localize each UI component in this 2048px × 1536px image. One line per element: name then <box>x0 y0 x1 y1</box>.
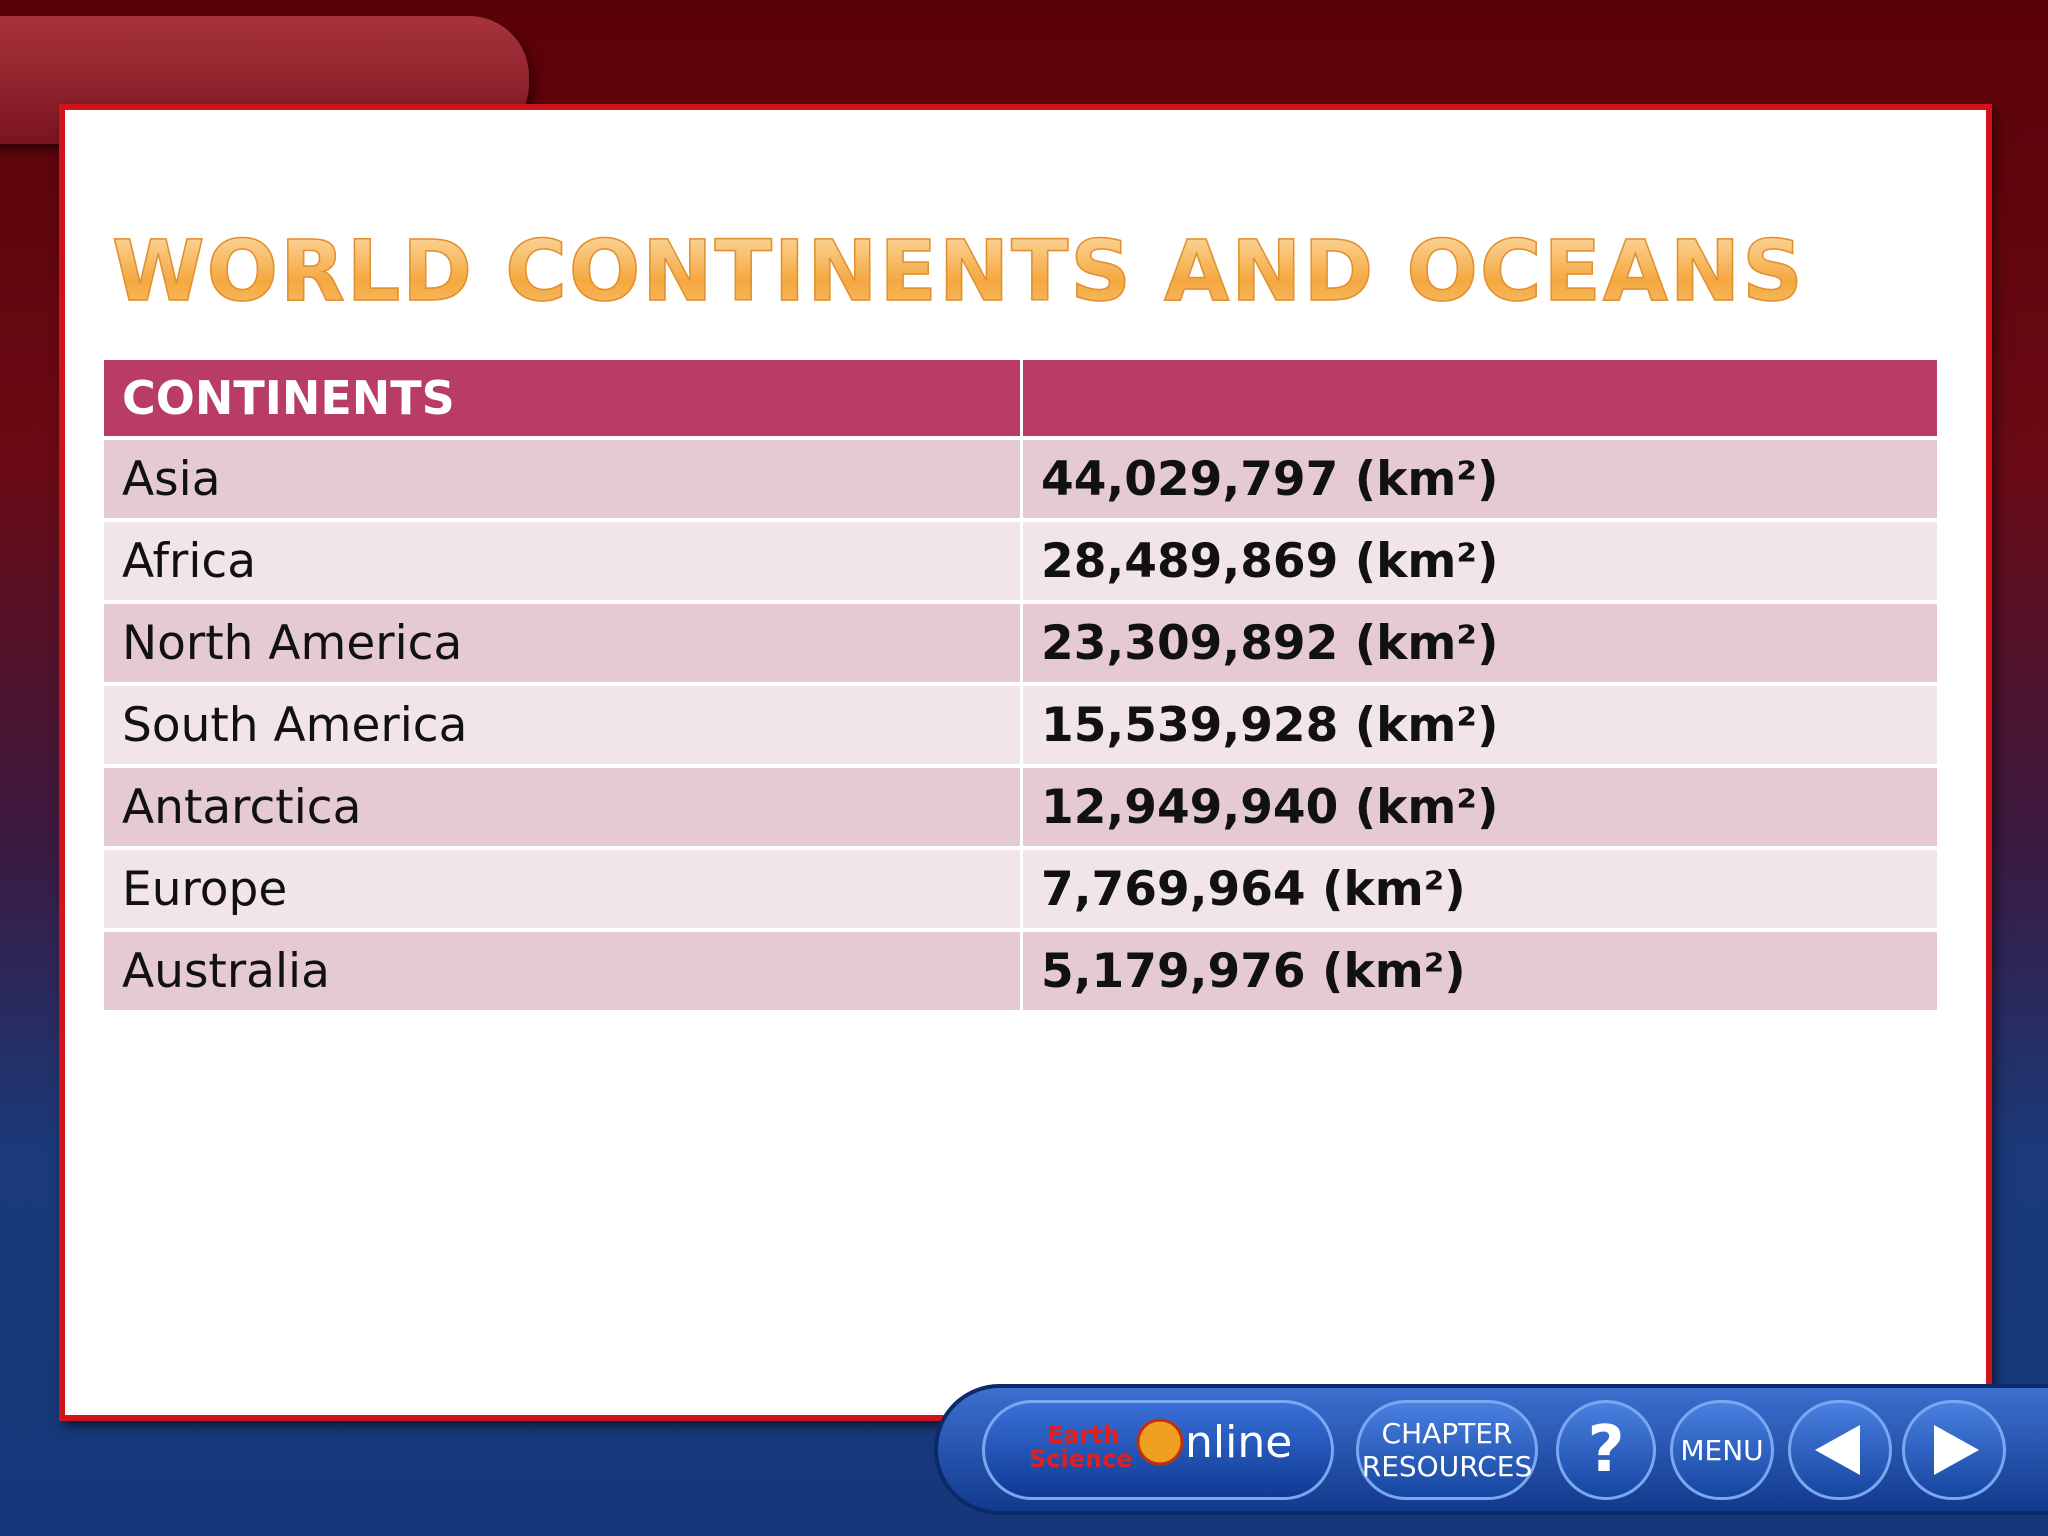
logo-text: nline <box>1185 1417 1293 1468</box>
continent-cell: Africa <box>104 522 1020 600</box>
area-cell: 28,489,869 (km²) <box>1023 522 1937 600</box>
table-row: Antarctica 12,949,940 (km²) <box>104 768 1937 846</box>
table-row: Asia 44,029,797 (km²) <box>104 440 1937 518</box>
table-row: Europe 7,769,964 (km²) <box>104 850 1937 928</box>
arrow-left-icon <box>1815 1425 1860 1475</box>
button-label: RESOURCES <box>1361 1450 1533 1483</box>
button-label: ? <box>1587 1413 1625 1487</box>
area-cell: 5,179,976 (km²) <box>1023 932 1937 1010</box>
logo-button[interactable]: Earth Science nline <box>982 1400 1334 1500</box>
arrow-right-icon <box>1934 1425 1979 1475</box>
menu-button[interactable]: MENU <box>1670 1400 1774 1500</box>
header-cell <box>1023 360 1937 436</box>
logo-text: Science <box>1029 1445 1133 1473</box>
table-row: North America 23,309,892 (km²) <box>104 604 1937 682</box>
table-row: South America 15,539,928 (km²) <box>104 686 1937 764</box>
continent-cell: South America <box>104 686 1020 764</box>
next-button[interactable] <box>1902 1400 2006 1500</box>
area-cell: 23,309,892 (km²) <box>1023 604 1937 682</box>
continent-cell: Australia <box>104 932 1020 1010</box>
globe-icon <box>1136 1418 1184 1466</box>
table-row: Africa 28,489,869 (km²) <box>104 522 1937 600</box>
header-row: CONTINENTS <box>104 360 1937 436</box>
continent-cell: Antarctica <box>104 768 1020 846</box>
chapter-resources-button[interactable]: CHAPTER RESOURCES <box>1356 1400 1538 1500</box>
area-cell: 7,769,964 (km²) <box>1023 850 1937 928</box>
table-row: Australia 5,179,976 (km²) <box>104 932 1937 1010</box>
help-button[interactable]: ? <box>1556 1400 1656 1500</box>
continent-cell: Asia <box>104 440 1020 518</box>
button-label: MENU <box>1680 1433 1764 1467</box>
previous-button[interactable] <box>1788 1400 1892 1500</box>
slide-title: WORLD CONTINENTS AND OCEANS <box>111 221 1805 321</box>
area-cell: 12,949,940 (km²) <box>1023 768 1937 846</box>
continent-cell: North America <box>104 604 1020 682</box>
button-label: CHAPTER <box>1381 1417 1513 1450</box>
header-cell: CONTINENTS <box>104 360 1020 436</box>
area-cell: 44,029,797 (km²) <box>1023 440 1937 518</box>
continent-table: CONTINENTS Asia 44,029,797 (km²) Africa 28,… <box>101 356 1940 1014</box>
logo-text: Earth <box>1047 1421 1120 1449</box>
continent-cell: Europe <box>104 850 1020 928</box>
area-cell: 15,539,928 (km²) <box>1023 686 1937 764</box>
